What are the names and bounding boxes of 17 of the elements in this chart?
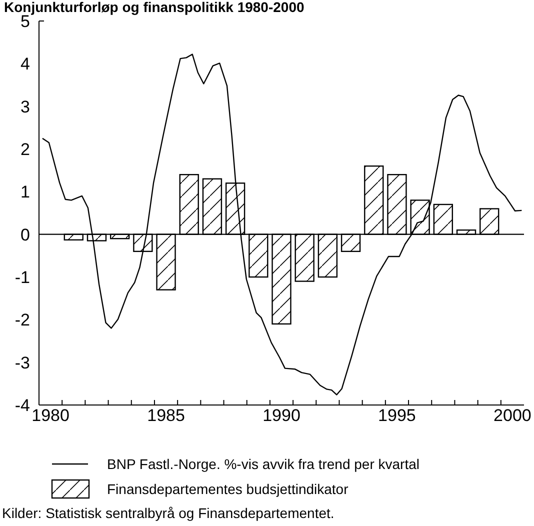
y-tick-label: 2 bbox=[20, 140, 30, 159]
x-tick-label: 1985 bbox=[147, 406, 185, 425]
x-tick-label: 1980 bbox=[32, 406, 70, 425]
x-tick-label: 2000 bbox=[494, 406, 532, 425]
legend-label: BNP Fastl.-Norge. %-vis avvik fra trend per kvartal bbox=[107, 456, 420, 472]
x-tick-label: 1990 bbox=[262, 406, 300, 425]
text: Kilder: Statistisk sentralbyrå og Finansdepartementet. bbox=[2, 505, 334, 521]
y-tick-label: -1 bbox=[14, 268, 30, 287]
x-tick-label: 1995 bbox=[378, 406, 416, 425]
y-tick-label: 1 bbox=[20, 182, 30, 202]
y-tick-label: -3 bbox=[14, 353, 30, 372]
legend-label: Finansdepartementes budsjettindikator bbox=[107, 480, 349, 497]
y-tick-label: -2 bbox=[14, 310, 30, 330]
y-tick-label: 4 bbox=[20, 54, 30, 74]
y-tick-label: 0 bbox=[20, 225, 30, 244]
y-tick-label: -4 bbox=[14, 396, 30, 415]
y-tick-label: 3 bbox=[20, 97, 30, 116]
